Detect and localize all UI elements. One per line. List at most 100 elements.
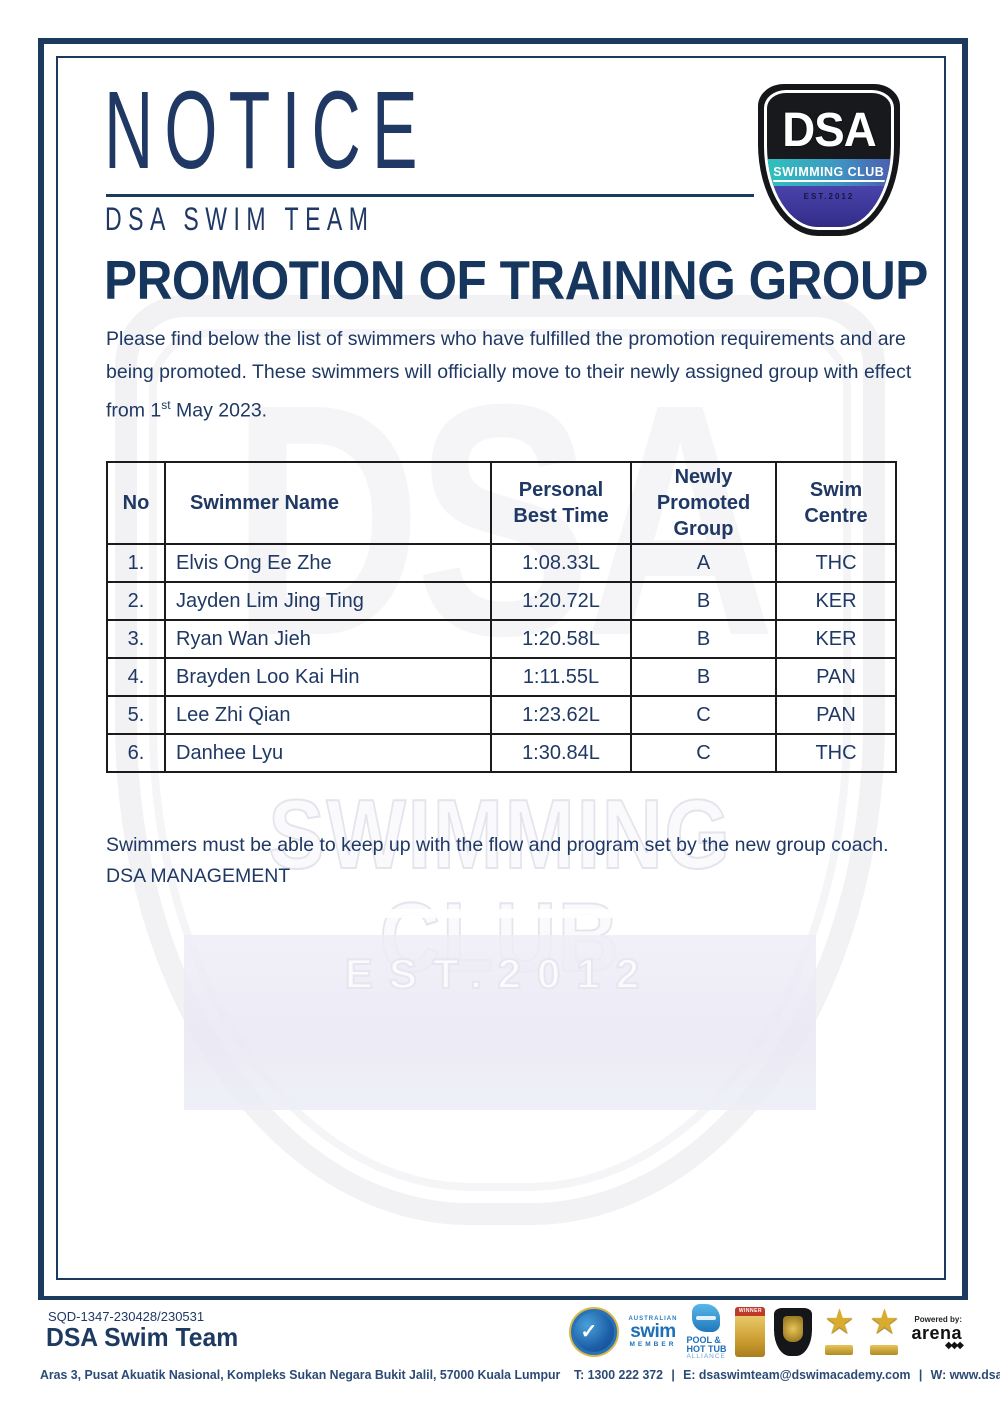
promotion-table: No Swimmer Name Personal Best Time Newly… <box>106 461 897 773</box>
header-swimmer-name: Swimmer Name <box>164 461 492 545</box>
signoff: DSA MANAGEMENT <box>106 865 291 887</box>
footer-email: E: dsaswimteam@dswimacademy.com <box>683 1368 911 1382</box>
intro-paragraph: Please find below the list of swimmers w… <box>106 323 936 428</box>
gold-winner-award-badge-icon: WINNER <box>735 1307 766 1357</box>
aus-swim-sub-label: MEMBER <box>629 1340 677 1348</box>
footer-team-name: DSA Swim Team <box>46 1322 239 1352</box>
aus-swim-main-label: swim <box>630 1320 676 1342</box>
cell-group: A <box>630 543 777 583</box>
cell-best-time: 1:20.72L <box>490 581 632 621</box>
watermark-est-text: EST.2012 <box>344 949 656 998</box>
table-header-row: No Swimmer Name Personal Best Time Newly… <box>106 461 897 545</box>
cell-name: Lee Zhi Qian <box>164 695 492 735</box>
watermark-top-bar <box>222 773 778 782</box>
cell-name: Elvis Ong Ee Zhe <box>164 543 492 583</box>
cell-no: 6. <box>106 733 166 773</box>
powered-by-label: Powered by: <box>914 1314 962 1324</box>
badge-club-band: SWIMMING CLUB <box>767 159 891 186</box>
cell-centre: KER <box>775 581 897 621</box>
star-base <box>825 1345 854 1355</box>
table-row: 2. Jayden Lim Jing Ting 1:20.72L B KER <box>106 581 897 621</box>
pool-hot-tub-alliance-logo: POOL & HOT TUB ALLIANCE <box>686 1303 727 1361</box>
gold-star-award-badge-icon: ★ <box>866 1303 902 1357</box>
australian-swim-member-logo: AUSTRALIAN swim MEMBER <box>628 1316 677 1349</box>
footer-contact-line: Aras 3, Pusat Akuatik Nasional, Kompleks… <box>40 1368 1000 1382</box>
star-base <box>870 1345 899 1355</box>
cell-group: C <box>630 733 777 773</box>
cell-centre: THC <box>775 733 897 773</box>
cell-centre: PAN <box>775 657 897 697</box>
header-best-time: Personal Best Time <box>490 461 632 545</box>
star-glyph: ★ <box>824 1303 855 1341</box>
separator: | <box>918 1368 923 1382</box>
arena-powered-by-logo: Powered by: arena ◆◆◆ <box>911 1314 964 1351</box>
footer-website: W: www.dsaswimteam.com <box>930 1368 1000 1382</box>
badge-club-text: SWIMMING CLUB <box>773 164 885 182</box>
document-ref-number: SQD-1347-230428/230531 <box>48 1309 205 1324</box>
watermark-bottom-bar <box>222 909 778 918</box>
pool-wave-icon <box>692 1303 721 1332</box>
arena-diamonds-icon: ◆◆◆ <box>944 1339 964 1351</box>
header-promoted-group: Newly Promoted Group <box>630 461 777 545</box>
intro-superscript: st <box>161 398 171 412</box>
intro-text-end: May 2023. <box>170 399 268 422</box>
cell-no: 3. <box>106 619 166 659</box>
title-underline <box>106 194 754 197</box>
badge-est-text: EST.2012 <box>803 192 855 201</box>
table-row: 3. Ryan Wan Jieh 1:20.58L B KER <box>106 619 897 659</box>
page-title: PROMOTION OF TRAINING GROUP <box>104 249 928 311</box>
notice-title: NOTICE <box>104 69 429 192</box>
badge-dsa-text: DSA <box>782 104 876 157</box>
cell-no: 2. <box>106 581 166 621</box>
dsa-club-badge-logo: DSA SWIMMING CLUB EST.2012 <box>758 84 900 236</box>
team-subtitle: DSA SWIM TEAM <box>105 201 375 237</box>
pool-label-3: ALLIANCE <box>686 1352 726 1360</box>
cell-name: Ryan Wan Jieh <box>164 619 492 659</box>
cell-no: 5. <box>106 695 166 735</box>
blue-circle-member-badge-icon <box>569 1307 620 1357</box>
footer-logos: AUSTRALIAN swim MEMBER POOL & HOT TUB AL… <box>569 1303 964 1361</box>
cell-centre: KER <box>775 619 897 659</box>
footer-bar: SQD-1347-230428/230531 DSA Swim Team AUS… <box>0 1300 1000 1416</box>
winner-label: WINNER <box>735 1307 766 1316</box>
arena-label: arena <box>911 1322 962 1343</box>
footer-phone: T: 1300 222 372 <box>573 1368 663 1382</box>
cell-best-time: 1:23.62L <box>490 695 632 735</box>
cell-best-time: 1:20.58L <box>490 619 632 659</box>
cell-group: B <box>630 581 777 621</box>
table-row: 4. Brayden Loo Kai Hin 1:11.55L B PAN <box>106 657 897 697</box>
cell-centre: PAN <box>775 695 897 735</box>
cell-name: Danhee Lyu <box>164 733 492 773</box>
cell-group: B <box>630 619 777 659</box>
cell-name: Brayden Loo Kai Hin <box>164 657 492 697</box>
footer-address: Aras 3, Pusat Akuatik Nasional, Kompleks… <box>40 1368 561 1382</box>
pool-label-1: POOL & <box>686 1334 721 1345</box>
black-shield-award-badge-icon <box>774 1308 813 1356</box>
star-glyph: ★ <box>869 1303 900 1341</box>
gold-star-award-badge-icon: ★ <box>821 1303 857 1357</box>
cell-no: 1. <box>106 543 166 583</box>
cell-best-time: 1:30.84L <box>490 733 632 773</box>
cell-group: B <box>630 657 777 697</box>
pool-label-2: HOT TUB <box>686 1343 727 1354</box>
header-no: No <box>106 461 166 545</box>
table-row: 5. Lee Zhi Qian 1:23.62L C PAN <box>106 695 897 735</box>
cell-group: C <box>630 695 777 735</box>
cell-best-time: 1:08.33L <box>490 543 632 583</box>
table-row: 6. Danhee Lyu 1:30.84L C THC <box>106 733 897 773</box>
cell-no: 4. <box>106 657 166 697</box>
badge-bottom-section: EST.2012 <box>767 186 891 227</box>
separator: | <box>671 1368 675 1382</box>
closing-note: Swimmers must be able to keep up with th… <box>106 830 936 892</box>
note-line: Swimmers must be able to keep up with th… <box>106 834 889 856</box>
table-row: 1. Elvis Ong Ee Zhe 1:08.33L A THC <box>106 543 897 583</box>
cell-centre: THC <box>775 543 897 583</box>
watermark-lavender-band <box>184 935 816 1110</box>
badge-shield-inner: DSA SWIMMING CLUB EST.2012 <box>764 90 894 230</box>
aus-swim-top-label: AUSTRALIAN <box>628 1315 678 1322</box>
header-swim-centre: Swim Centre <box>775 461 897 545</box>
intro-text: Please find below the list of swimmers w… <box>106 328 912 422</box>
cell-best-time: 1:11.55L <box>490 657 632 697</box>
cell-name: Jayden Lim Jing Ting <box>164 581 492 621</box>
